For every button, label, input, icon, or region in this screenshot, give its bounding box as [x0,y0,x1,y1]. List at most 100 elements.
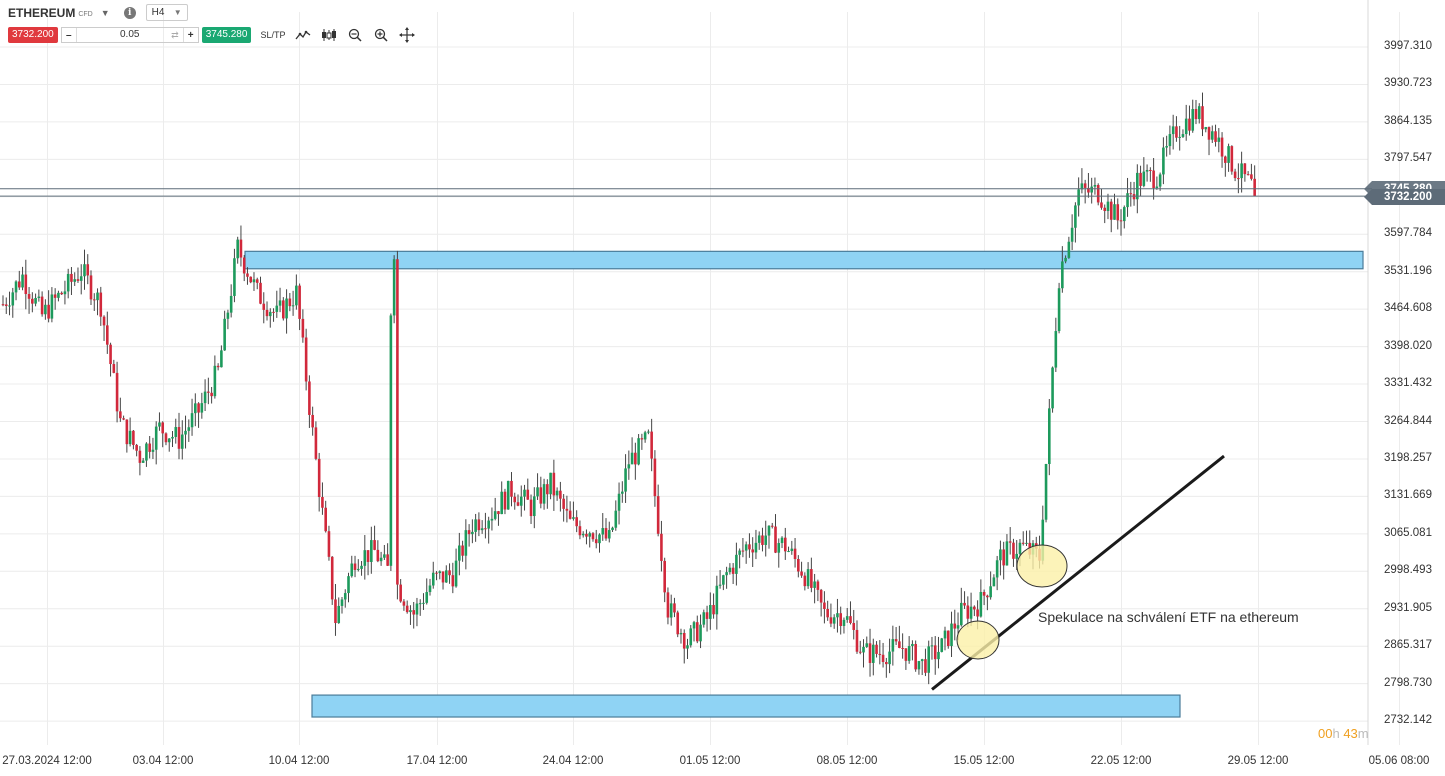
candle-down [855,629,859,652]
sell-button[interactable]: 3732.200 [8,27,58,43]
candle-down [60,292,63,295]
candle-up [1191,109,1195,131]
chevron-down-icon[interactable]: ▼ [100,7,110,18]
candle-up [536,487,539,497]
x-tick-label: 24.04 12:00 [542,755,604,767]
crosshair-icon[interactable] [399,27,416,43]
candle-down [1116,204,1120,221]
candle-up [50,294,54,319]
sl-tp-button[interactable]: SL/TP [260,30,286,40]
candle-down [1149,169,1152,171]
candle-up [363,550,367,566]
symbol-name[interactable]: ETHEREUM [8,5,76,20]
candle-up [167,438,171,443]
candle-up [533,496,536,517]
candle-up [229,295,233,313]
candle-down [1100,202,1103,208]
candle-up [722,575,725,585]
candle-down [552,472,556,496]
increase-button[interactable]: + [187,29,194,41]
candle-up [464,530,468,556]
candle-up [295,285,298,306]
candle-up [8,305,11,307]
info-icon[interactable]: i [123,6,136,19]
candle-up [14,281,18,293]
candle-up [1126,193,1129,208]
candle-up [950,623,953,647]
swap-icon[interactable]: ⇄ [171,30,179,40]
candle-down [135,444,138,451]
candle-down [705,612,709,619]
candle-down [868,643,872,663]
candle-down [666,592,670,618]
y-tick-label: 3131.669 [1384,489,1432,502]
candle-down [119,411,122,419]
candle-up [555,490,559,496]
candle-up [392,259,396,316]
candle-up [1227,146,1230,163]
timeframe-select[interactable]: H4 ▼ [145,4,188,21]
lot-input[interactable]: 0.05 ⇄ [75,28,184,42]
candle-up [194,403,197,414]
buy-button[interactable]: 3745.280 [201,27,252,43]
candle-down [321,496,324,508]
lot-value: 0.05 [119,29,140,40]
candle-down [1008,541,1012,543]
candle-down [1096,185,1100,203]
candle-up [506,480,510,510]
candle-up [572,517,575,519]
candles-icon[interactable] [321,27,337,43]
candle-down [526,489,530,500]
candle-down [1175,126,1178,138]
candle-up [728,567,732,573]
candle-up [415,603,419,615]
candle-down [1246,174,1250,176]
candle-down [1194,109,1198,120]
x-tick-label: 27.03.2024 12:00 [2,755,92,767]
decrease-button[interactable]: – [65,29,72,41]
zoom-in-icon[interactable] [373,27,389,43]
candle-down [1087,187,1090,193]
zoom-out-icon[interactable] [347,27,363,43]
y-tick-label: 3797.547 [1384,152,1432,165]
candle-down [1237,178,1240,180]
candle-up [471,531,474,535]
y-tick-label: 3531.196 [1384,264,1432,277]
candle-up [692,622,696,629]
candle-up [454,560,458,587]
line-chart-icon[interactable] [295,27,311,43]
candle-down [562,498,565,509]
chart-grid [0,0,1400,745]
candle-down [1103,207,1107,211]
candle-down [1220,137,1224,157]
candle-down [894,639,898,642]
candle-down [31,298,34,304]
timer-minutes: 43 [1343,726,1358,741]
candle-down [594,539,598,544]
candle-down [881,654,885,663]
candle-up [389,315,393,566]
x-tick-label: 10.04 12:00 [268,755,330,767]
y-tick-label: 3398.020 [1384,339,1432,352]
candle-up [1197,106,1201,120]
candle-up [842,619,846,626]
candle-up [1025,542,1028,544]
candle-down [650,431,653,459]
lot-stepper[interactable]: – 0.05 ⇄ + [60,27,199,43]
candle-down [819,589,823,603]
candle-up [995,560,999,578]
candle-down [477,519,481,531]
candle-up [588,533,592,537]
chart-annotations [0,188,1372,691]
candle-down [27,294,31,299]
y-tick-label: 3464.608 [1384,302,1432,315]
candle-up [145,443,148,461]
candle-up [1090,186,1093,193]
candle-up [1041,519,1045,561]
x-tick-label: 03.04 12:00 [132,755,194,767]
current-price-tag: 3732.200 [1364,189,1445,205]
x-tick-label: 08.05 12:00 [816,755,878,767]
candle-down [640,438,644,440]
candle-down [89,275,93,300]
